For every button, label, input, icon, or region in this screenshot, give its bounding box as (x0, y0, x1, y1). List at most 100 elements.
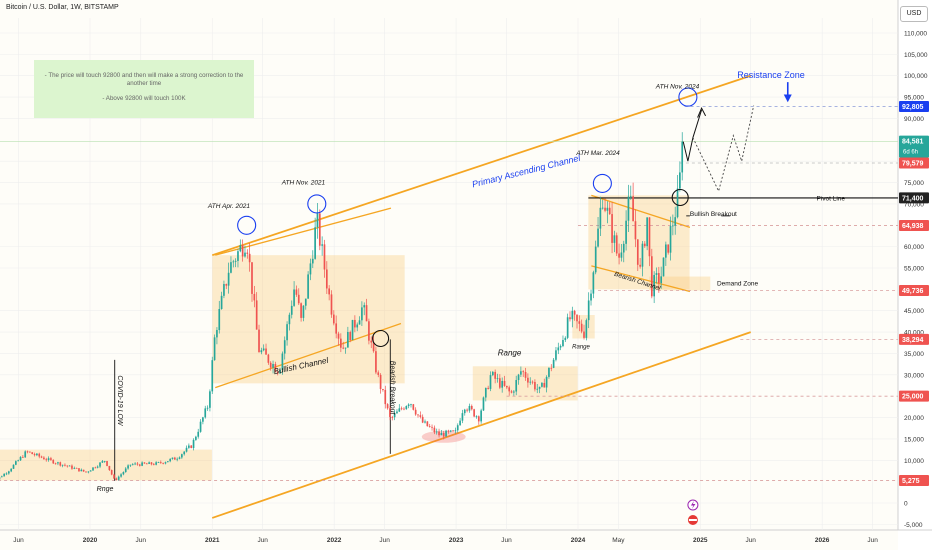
candle-body (347, 331, 349, 348)
candle-body (183, 451, 186, 455)
candle-body (543, 382, 546, 388)
y-tick-label: 75,000 (904, 180, 924, 187)
candle-body (440, 433, 443, 436)
candle-body (578, 321, 581, 324)
candle-body (538, 386, 541, 389)
x-tick-label: Jun (379, 537, 390, 544)
candle-body (414, 409, 417, 415)
candle-body (136, 463, 139, 465)
candle-body (466, 409, 468, 411)
highlight-circle (237, 215, 257, 235)
candle-body (681, 141, 684, 173)
candle-body (246, 252, 249, 254)
candle-body (473, 409, 475, 417)
candle-body (594, 246, 597, 273)
channel-upper-line (211, 74, 751, 257)
candle-body (657, 273, 660, 284)
x-tick-label: 2022 (327, 537, 342, 544)
candle-body (225, 284, 228, 286)
price-label-box (899, 333, 929, 345)
candle-body (276, 371, 279, 374)
candle-body (403, 408, 405, 410)
x-tick-label: Jun (745, 537, 756, 544)
candle-body (337, 333, 340, 339)
x-tick-label: May (612, 537, 625, 544)
candle-body (237, 251, 239, 261)
candle-body (255, 300, 258, 330)
resistance-arrow-icon (783, 94, 792, 103)
candle-body (103, 461, 106, 462)
candle-body (615, 235, 618, 254)
candle-body (442, 433, 445, 437)
note-line-1: - The price will touch 92800 and then wi… (44, 72, 244, 88)
candle-body (316, 213, 319, 228)
candle-body (361, 307, 363, 321)
currency-unit-button[interactable]: USD (900, 6, 928, 22)
candle-body (185, 447, 188, 452)
candle-body (115, 478, 118, 480)
candle-body (178, 457, 181, 459)
candle-body (470, 406, 473, 410)
candle-body (54, 463, 57, 465)
candle-body (463, 409, 466, 414)
candle-body (5, 473, 8, 475)
projection-arrow-up (697, 107, 707, 118)
annotation-label: ATH Nov. 2021 (281, 180, 326, 187)
candle-body (524, 372, 527, 378)
candle-body (555, 350, 557, 360)
candle-body (52, 459, 55, 464)
candle-body (211, 360, 214, 392)
candle-body (113, 474, 115, 479)
highlight-circle (592, 173, 612, 193)
candle-body (475, 416, 478, 418)
candle-body (150, 462, 153, 465)
candle-body (576, 314, 578, 322)
candle-body (632, 196, 634, 222)
candle-body (232, 261, 235, 263)
candle-body (101, 461, 104, 463)
candle-body (159, 462, 162, 463)
projection-path-up (682, 109, 703, 162)
candle-body (421, 416, 424, 423)
bearish-channel-upper (591, 194, 691, 229)
x-tick-label: 2021 (205, 537, 220, 544)
candle-body (529, 381, 532, 383)
candle-body (449, 430, 452, 432)
candle-body (667, 244, 670, 253)
candle-body (625, 220, 627, 244)
price-label-text: 5,275 (902, 478, 920, 485)
candle-body (129, 464, 132, 466)
candle-body (368, 321, 370, 341)
candle-body (545, 376, 548, 388)
candle-body (562, 340, 564, 347)
candle-body (522, 371, 525, 373)
candle-body (3, 473, 5, 477)
zone-rect (588, 195, 690, 290)
price-labels: 92,805 84,581 6d 6h 79,579 71,400 64,938 49,73… (899, 100, 929, 486)
x-tick-label: 2026 (815, 537, 830, 544)
candle-body (169, 458, 172, 462)
candle-body (68, 465, 71, 467)
candle-body (269, 362, 272, 368)
y-tick-label: 105,000 (904, 52, 928, 59)
candle-body (382, 388, 384, 390)
candle-body (253, 293, 256, 301)
candle-body (85, 471, 87, 473)
candle-body (141, 462, 143, 466)
candle-body (131, 464, 134, 466)
candle-body (585, 320, 588, 338)
candle-body (202, 417, 204, 422)
candle-body (494, 371, 497, 379)
candle-body (592, 272, 595, 294)
candle-body (309, 263, 312, 275)
price-label-subtext: 6d 6h (903, 150, 918, 156)
candle-body (426, 421, 429, 427)
annotation-label: Pivot Line (816, 195, 845, 202)
highlight-circle (678, 87, 698, 107)
candle-body (216, 330, 218, 338)
candle-body (370, 340, 373, 343)
candle-body (155, 462, 157, 465)
candle-body (482, 397, 485, 411)
candle-body (534, 381, 536, 390)
